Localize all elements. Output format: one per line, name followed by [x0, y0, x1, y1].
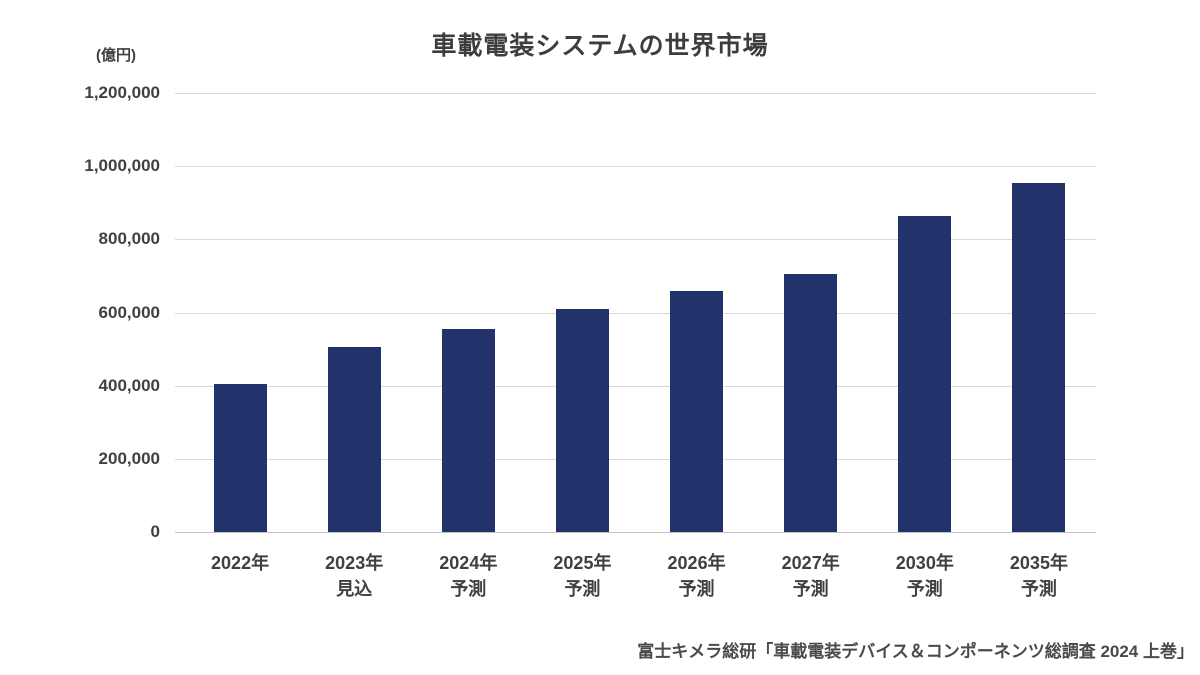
- gridline: [175, 312, 1096, 314]
- y-tick-label: 1,200,000: [84, 83, 160, 102]
- chart-title: 車載電装システムの世界市場: [431, 32, 769, 60]
- bar-2035年予測: [1012, 182, 1066, 532]
- x-tick-label: 2035年 予測: [1009, 553, 1068, 599]
- bar-2027年予測: [784, 274, 838, 532]
- y-tick-label: 600,000: [98, 302, 160, 322]
- x-tick-label: 2024年 予測: [439, 553, 498, 599]
- bar-2022年: [213, 383, 267, 532]
- gridline: [175, 239, 1096, 241]
- y-tick-label: 200,000: [98, 448, 160, 468]
- y-tick-label: 1,000,000: [84, 156, 160, 176]
- x-tick-label: 2023年 見込: [325, 553, 384, 599]
- x-axis-line: [175, 532, 1096, 533]
- bar-2023年見込: [327, 347, 381, 532]
- y-tick-label: 800,000: [98, 229, 160, 249]
- gridline: [175, 93, 1096, 94]
- x-tick-label: 2026年 予測: [667, 553, 726, 599]
- x-tick-label: 2027年 予測: [781, 553, 840, 599]
- y-axis-unit-label: (億円): [96, 47, 136, 64]
- x-tick-label: 2025年 予測: [553, 553, 612, 599]
- x-tick-label: 2030年 予測: [895, 553, 954, 599]
- bar-2026年予測: [670, 290, 724, 532]
- gridline: [175, 385, 1096, 387]
- gridline: [175, 166, 1096, 168]
- x-tick-label: 2022年: [211, 553, 270, 573]
- bar-2024年予測: [441, 328, 495, 532]
- source-citation: 富士キメラ総研「車載電装デバイス＆コンポーネンツ総調査 2024 上巻」: [637, 642, 1194, 661]
- bar-2025年予測: [555, 308, 609, 532]
- plot-area: [175, 93, 1096, 533]
- gridline: [175, 458, 1096, 460]
- y-tick-label: 400,000: [98, 375, 160, 395]
- y-tick-label: 0: [150, 522, 160, 541]
- bar-2030年予測: [898, 215, 952, 532]
